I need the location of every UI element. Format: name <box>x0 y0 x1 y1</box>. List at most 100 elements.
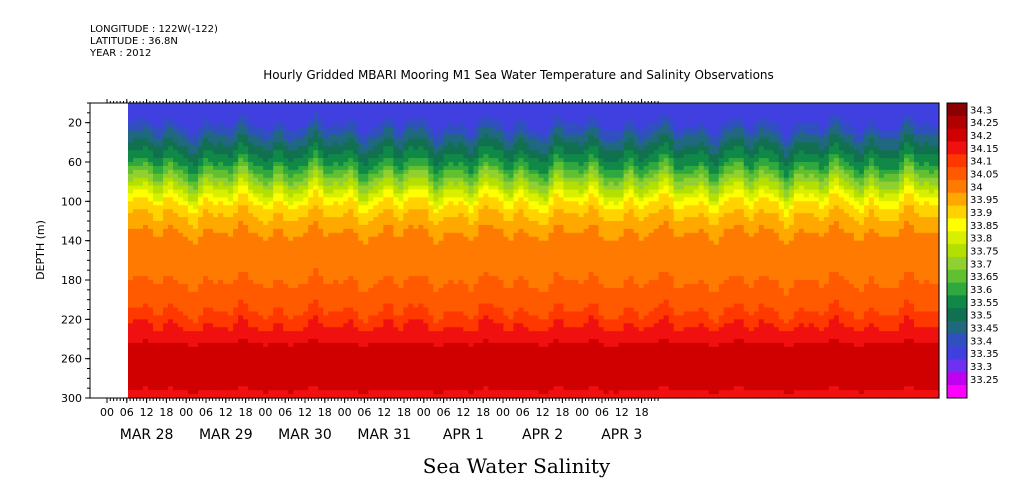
heatmap-cell <box>358 103 364 108</box>
heatmap-cell <box>188 390 194 395</box>
heatmap-cell <box>308 138 314 143</box>
heatmap-cell <box>333 319 339 324</box>
heatmap-cell <box>453 264 460 269</box>
heatmap-cell <box>168 331 174 336</box>
heatmap-cell <box>178 189 184 195</box>
heatmap-cell <box>358 162 364 167</box>
heatmap-cell <box>433 221 439 226</box>
heatmap-cell <box>303 197 309 202</box>
heatmap-cell <box>308 339 314 344</box>
heatmap-cell <box>133 197 139 202</box>
heatmap-cell <box>198 169 204 175</box>
heatmap-cell <box>138 268 144 273</box>
heatmap-cell <box>178 201 184 206</box>
heatmap-cell <box>413 299 419 305</box>
heatmap-cell <box>158 264 164 269</box>
heatmap-cell <box>433 118 439 124</box>
heatmap-cell <box>328 185 334 191</box>
heatmap-cell <box>423 366 429 372</box>
heatmap-cell <box>373 181 379 187</box>
heatmap-cell <box>128 315 134 320</box>
heatmap-cell <box>193 283 199 289</box>
heatmap-cell <box>178 193 184 198</box>
heatmap-cell <box>183 158 189 163</box>
heatmap-cell <box>273 142 279 147</box>
heatmap-cell <box>308 283 314 289</box>
heatmap-cell <box>328 327 334 332</box>
heatmap-cell <box>248 390 254 395</box>
heatmap-cell <box>403 299 409 305</box>
heatmap-cell <box>348 303 354 309</box>
heatmap-cell <box>403 173 409 179</box>
heatmap-cell <box>413 209 419 214</box>
heatmap-cell <box>143 252 149 257</box>
heatmap-cell <box>238 283 244 289</box>
heatmap-cell <box>368 362 374 368</box>
heatmap-cell <box>298 287 304 293</box>
heatmap-cell <box>303 181 309 187</box>
heatmap-cell <box>203 232 209 238</box>
heatmap-cell <box>318 260 324 265</box>
heatmap-cell <box>418 142 424 147</box>
heatmap-cell <box>278 307 284 313</box>
heatmap-cell <box>388 162 394 167</box>
heatmap-cell <box>153 331 159 336</box>
heatmap-cell <box>148 126 154 132</box>
heatmap-cell <box>368 126 374 132</box>
heatmap-cell <box>333 110 339 116</box>
heatmap-cell <box>393 224 399 230</box>
heatmap-cell <box>368 236 374 242</box>
heatmap-cell <box>198 221 204 226</box>
heatmap-cell <box>283 201 289 206</box>
heatmap-cell <box>183 323 189 328</box>
heatmap-cell <box>238 366 244 372</box>
heatmap-cell <box>448 327 455 332</box>
heatmap-cell <box>373 374 379 379</box>
heatmap-cell <box>323 315 329 320</box>
heatmap-cell <box>443 374 449 379</box>
heatmap-cell <box>328 165 334 171</box>
heatmap-cell <box>333 142 339 147</box>
heatmap-cell <box>413 280 419 285</box>
heatmap-cell <box>148 319 154 324</box>
heatmap-cell <box>143 386 149 391</box>
heatmap-cell <box>183 146 189 151</box>
heatmap-cell <box>433 209 439 214</box>
heatmap-cell <box>413 213 419 218</box>
heatmap-cell <box>423 260 429 265</box>
heatmap-cell <box>313 339 319 344</box>
heatmap-cell <box>378 205 384 210</box>
heatmap-cell <box>458 217 465 222</box>
heatmap-cell <box>153 311 159 316</box>
heatmap-cell <box>223 374 229 379</box>
heatmap-cell <box>288 303 294 309</box>
heatmap-cell <box>348 169 354 175</box>
heatmap-cell <box>183 177 189 183</box>
heatmap-cell <box>148 378 154 383</box>
heatmap-cell <box>128 103 134 108</box>
heatmap-cell <box>128 106 134 112</box>
heatmap-cell <box>338 335 344 340</box>
heatmap-cell <box>293 169 299 175</box>
heatmap-cell <box>453 205 460 210</box>
heatmap-cell <box>403 291 409 297</box>
heatmap-cell <box>313 283 319 289</box>
heatmap-cell <box>433 291 439 297</box>
heatmap-cell <box>388 378 394 383</box>
heatmap-cell <box>308 217 314 222</box>
heatmap-cell <box>358 217 364 222</box>
heatmap-cell <box>278 106 284 112</box>
heatmap-cell <box>223 319 229 324</box>
heatmap-cell <box>373 319 379 324</box>
heatmap-cell <box>403 283 409 289</box>
heatmap-cell <box>358 224 364 230</box>
heatmap-cell <box>153 197 159 202</box>
heatmap-cell <box>413 252 419 257</box>
heatmap-cell <box>303 283 309 289</box>
heatmap-cell <box>378 335 384 340</box>
heatmap-cell <box>138 150 144 155</box>
heatmap-cell <box>293 134 299 139</box>
heatmap-cell <box>418 315 424 320</box>
heatmap-cell <box>168 272 174 277</box>
heatmap-cell <box>153 394 159 399</box>
